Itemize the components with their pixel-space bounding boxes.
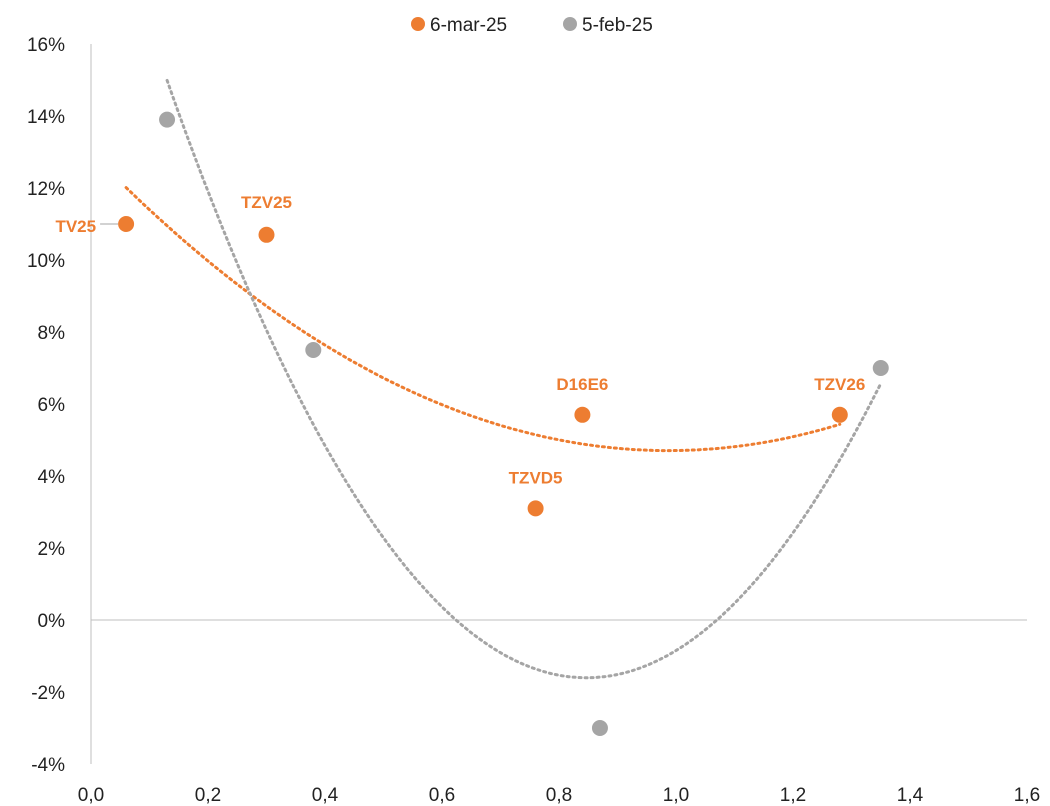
data-label: TZVD5 <box>509 468 563 487</box>
legend-marker-series-1 <box>411 17 425 31</box>
x-tick-label: 1,4 <box>897 785 924 806</box>
y-tick-label: 16% <box>27 35 65 56</box>
axes: -4% -2% 0% 2% 4% 6% 8% 10% 12% 14% 16% 0,0 0,2 0,4 0,6… <box>27 35 1040 806</box>
y-tick-label: -4% <box>31 755 65 776</box>
legend-marker-series-2 <box>563 17 577 31</box>
x-tick-label: 0,0 <box>78 785 104 806</box>
data-label: TZV26 <box>814 375 865 394</box>
y-tick-label: 0% <box>38 611 66 632</box>
y-tick-label: 8% <box>38 323 66 344</box>
data-point-series-2 <box>159 111 176 128</box>
y-tick-label: 2% <box>38 539 66 560</box>
data-point-series-1 <box>527 500 544 517</box>
data-point-series-1 <box>831 406 848 423</box>
data-point-series-2 <box>305 342 322 358</box>
data-point-series-1 <box>258 226 275 243</box>
data-label: TV25 <box>55 217 96 236</box>
data-point-series-1 <box>574 406 591 423</box>
y-tick-label: 4% <box>38 467 66 488</box>
trendlines <box>124 78 883 680</box>
y-tick-label: 14% <box>27 107 65 128</box>
y-tick-label: 10% <box>27 251 65 272</box>
x-tick-label: 1,2 <box>780 785 806 806</box>
legend-label-series-1: 6-mar-25 <box>430 15 507 36</box>
data-point-series-1 <box>118 216 135 232</box>
data-label: TZV25 <box>241 193 292 212</box>
trendline-series-1 <box>124 186 842 453</box>
x-tick-label: 0,4 <box>312 785 339 806</box>
data-label: D16E6 <box>556 375 608 394</box>
x-tick-label: 0,2 <box>195 785 221 806</box>
x-tick-label: 0,6 <box>429 785 455 806</box>
y-tick-label: 6% <box>38 395 66 416</box>
x-tick-label: 1,6 <box>1014 785 1040 806</box>
trendline-series-2 <box>165 78 883 680</box>
y-tick-label: 12% <box>27 179 65 200</box>
data-point-series-2 <box>872 360 889 376</box>
x-tick-label: 0,8 <box>546 785 572 806</box>
x-tick-label: 1,0 <box>663 785 689 806</box>
data-labels: TV25 TZV25 TZVD5 D16E6 TZV26 <box>55 193 865 488</box>
data-points <box>118 111 889 736</box>
data-point-series-2 <box>591 720 608 736</box>
legend-label-series-2: 5-feb-25 <box>582 15 653 36</box>
y-tick-label: -2% <box>31 683 65 704</box>
legend: 6-mar-25 5-feb-25 <box>411 15 653 36</box>
